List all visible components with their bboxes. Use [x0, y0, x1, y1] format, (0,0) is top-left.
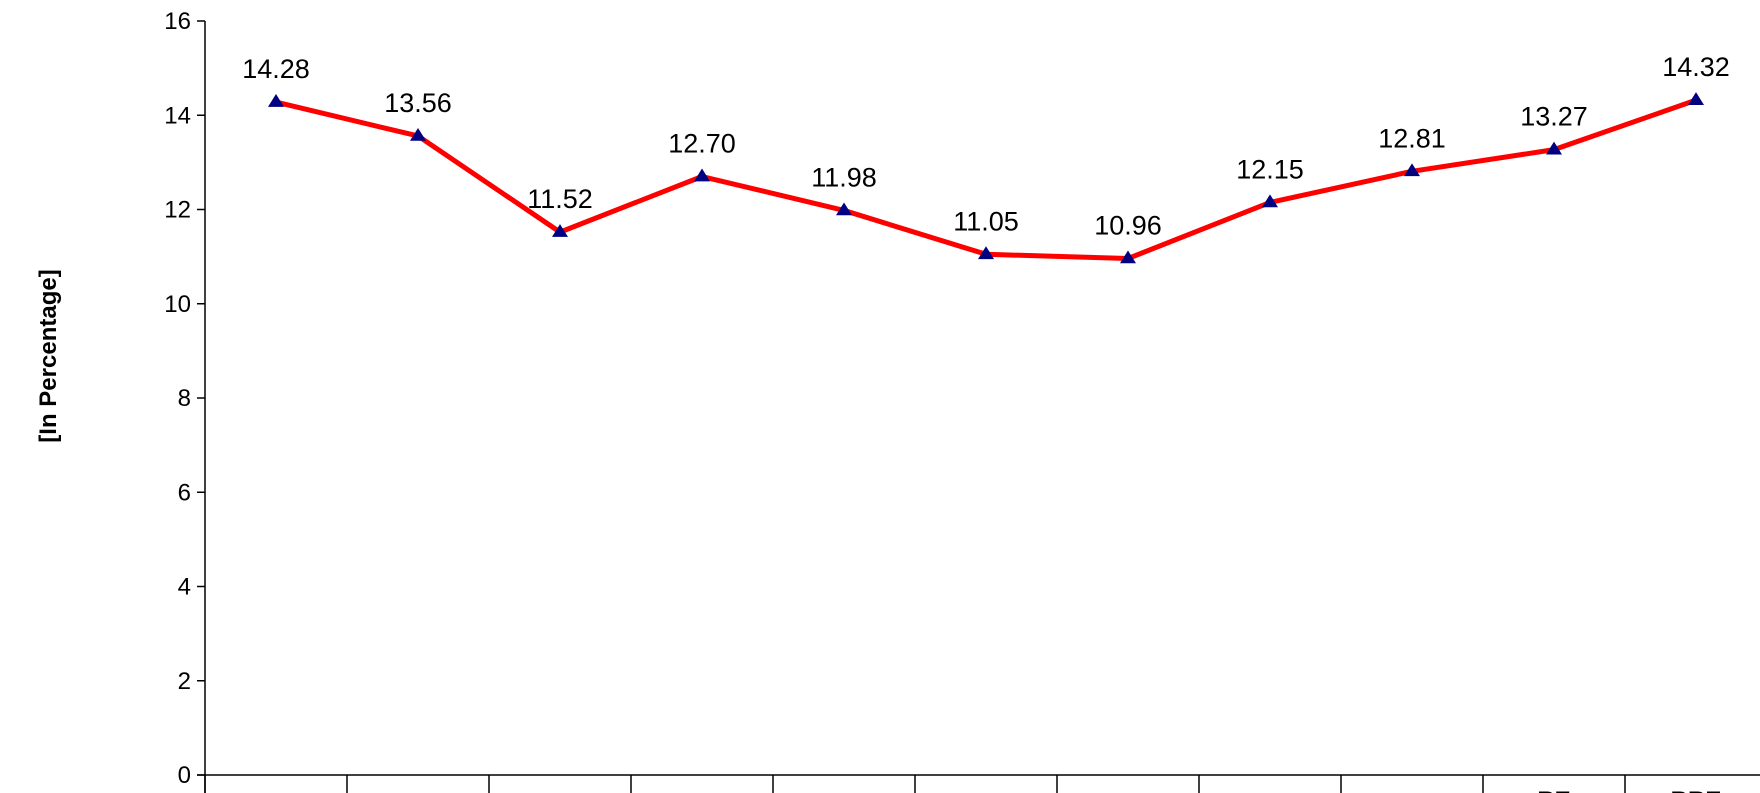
data-point-marker: [1404, 163, 1420, 177]
data-point-marker: [1688, 92, 1704, 105]
y-tick-label: 12: [164, 197, 191, 224]
data-label: 12.70: [668, 129, 736, 159]
x-tick-label: RE: [1537, 787, 1570, 793]
y-tick-label: 16: [164, 8, 191, 35]
axes-layer: 0 2 4 6 8 10 12 14 16 RE BRE: [164, 8, 1760, 793]
data-label: 12.81: [1378, 123, 1446, 153]
data-point-marker: [410, 127, 426, 141]
data-point-marker: [694, 168, 710, 182]
data-label: 11.98: [811, 162, 877, 192]
data-point-marker: [1546, 141, 1562, 155]
y-tick-label: 6: [178, 479, 191, 506]
data-label: 14.28: [242, 54, 310, 84]
data-point-marker: [836, 202, 852, 216]
y-tick-label: 14: [164, 102, 191, 129]
data-point-marker: [552, 224, 568, 237]
labels-layer: 14.28 13.56 11.52 12.70 11.98 11.05 10.96 12.15…: [242, 52, 1730, 240]
data-label: 10.96: [1094, 211, 1162, 241]
data-point-marker: [978, 246, 994, 260]
x-tick-label: BRE: [1671, 787, 1722, 793]
data-point-marker: [1262, 194, 1278, 208]
data-label: 12.15: [1236, 154, 1304, 184]
data-label: 13.56: [384, 88, 452, 118]
series-layer: [268, 92, 1704, 264]
y-tick-label: 10: [164, 291, 191, 318]
y-tick-label: 2: [178, 668, 191, 695]
y-axis-title: [In Percentage]: [35, 269, 62, 442]
y-tick-label: 8: [178, 385, 191, 412]
data-label: 11.52: [527, 184, 593, 214]
data-point-marker: [268, 94, 284, 107]
data-label: 14.32: [1662, 52, 1730, 82]
y-tick-label: 0: [178, 762, 191, 789]
data-label: 11.05: [953, 206, 1019, 236]
data-label: 13.27: [1520, 102, 1588, 132]
data-point-marker: [1120, 250, 1136, 264]
y-tick-label: 4: [178, 574, 191, 601]
